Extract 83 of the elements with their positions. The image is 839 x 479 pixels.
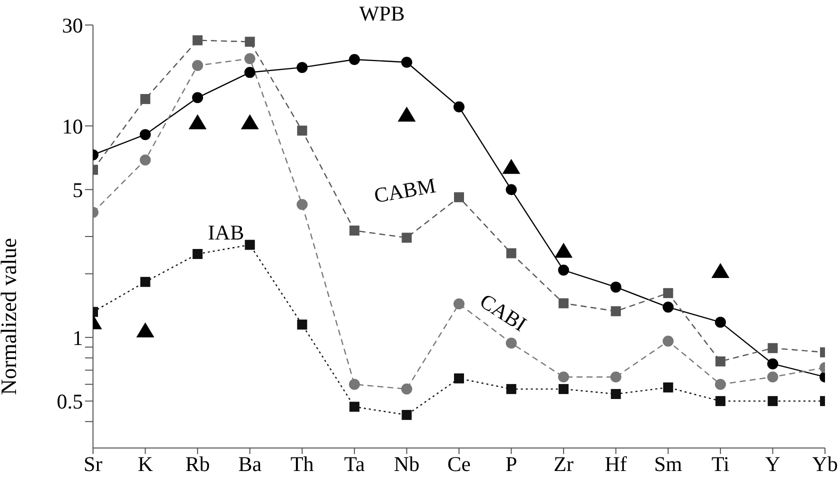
point (402, 232, 412, 243)
point (348, 54, 360, 66)
point (768, 396, 778, 406)
series-label: IAB (208, 220, 244, 246)
point (454, 298, 464, 310)
point (296, 199, 308, 210)
point (558, 264, 570, 276)
x-tick-label: P (505, 452, 518, 476)
x-tick-label: Nb (394, 452, 420, 476)
point (506, 184, 517, 196)
x-tick-label: Th (290, 452, 314, 476)
point (558, 384, 569, 394)
y-tick-label: 5 (72, 178, 83, 202)
point (662, 302, 674, 313)
point (188, 114, 207, 130)
point (610, 306, 621, 316)
point (296, 62, 308, 73)
point (506, 248, 516, 258)
point (454, 373, 464, 384)
point (348, 378, 360, 390)
point (244, 240, 255, 250)
text: CABM (372, 173, 438, 209)
x-tick-label: Yb (812, 452, 838, 476)
x-tick-label: Ti (711, 452, 730, 476)
series-label: WPB (359, 2, 405, 26)
point (554, 242, 573, 258)
point (506, 338, 517, 349)
point (662, 336, 674, 347)
point (767, 358, 778, 370)
point (140, 94, 150, 104)
point (558, 371, 570, 382)
point (715, 356, 726, 366)
x-tick-label: Sr (84, 452, 102, 476)
x-tick-label: Sm (654, 452, 682, 476)
point (398, 106, 416, 122)
y-tick-label: 1 (72, 326, 83, 350)
point (610, 282, 622, 293)
point (715, 396, 726, 406)
point (140, 276, 150, 287)
point (558, 298, 569, 308)
point (506, 384, 516, 394)
x-tick-label: Zr (554, 452, 574, 476)
point (192, 92, 204, 104)
x-tick-label: Ce (447, 452, 471, 476)
y-axis-title: Normalized value (0, 238, 21, 395)
point (244, 66, 256, 78)
x-tick-label: K (138, 452, 153, 476)
point (454, 101, 464, 112)
point (768, 343, 778, 354)
point (610, 371, 622, 382)
point (663, 382, 674, 392)
point (240, 114, 259, 130)
x-tick-label: Ta (344, 452, 366, 476)
point (244, 53, 256, 64)
y-tick-label: 30 (62, 13, 83, 38)
point (502, 158, 520, 174)
y-tick-label: 10 (62, 114, 83, 138)
point (136, 322, 154, 338)
x-tick-label: Hf (604, 452, 627, 476)
point (349, 226, 360, 236)
point (297, 320, 308, 330)
y-tick-label: 0.5 (56, 390, 83, 414)
point (767, 371, 778, 382)
point (711, 263, 730, 278)
point (454, 192, 464, 202)
point (401, 56, 412, 68)
point (663, 288, 674, 298)
point (349, 402, 360, 412)
point (192, 60, 204, 72)
x-tick-label: Y (765, 452, 780, 476)
point (402, 410, 412, 420)
point (192, 35, 203, 46)
x-tick-label: Rb (185, 452, 210, 476)
point (192, 248, 203, 259)
point (140, 154, 151, 166)
point (244, 36, 255, 47)
point (714, 378, 726, 390)
point (140, 129, 151, 140)
point (401, 384, 412, 395)
point (297, 126, 308, 136)
point (714, 316, 726, 328)
x-tick-label: Ba (238, 452, 262, 476)
point (610, 389, 621, 400)
